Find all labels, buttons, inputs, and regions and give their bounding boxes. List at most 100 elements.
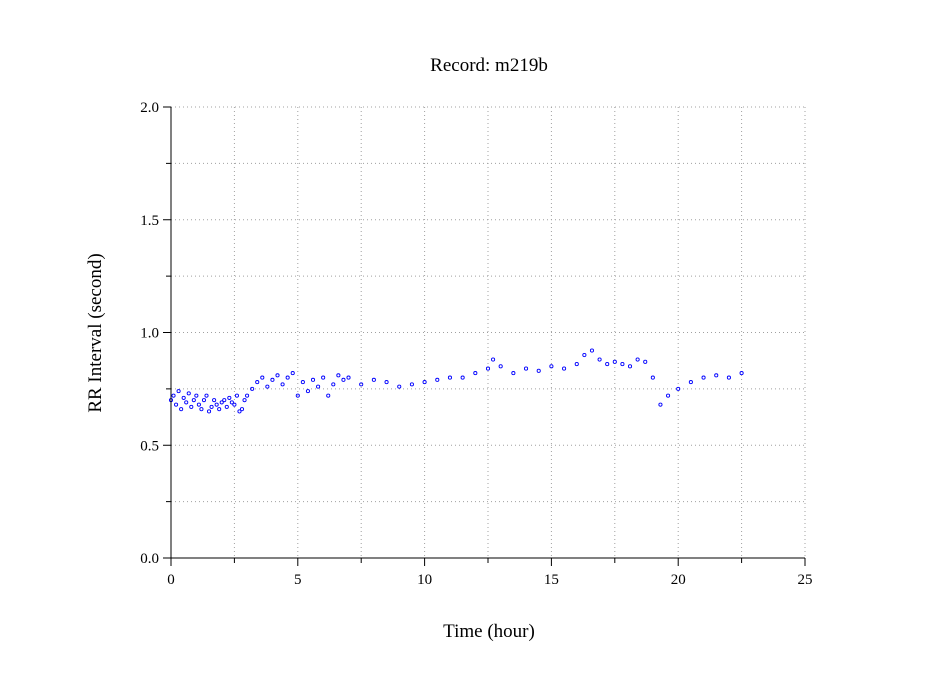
- data-point: [206, 409, 212, 414]
- data-point: [229, 400, 234, 405]
- data-point: [174, 402, 179, 407]
- data-point: [523, 366, 529, 371]
- data-point: [341, 377, 346, 382]
- x-tick-labels: 0 5 10 15 20 25: [167, 572, 812, 588]
- data-point: [485, 366, 491, 371]
- data-point: [435, 377, 440, 382]
- data-point: [232, 402, 237, 407]
- data-point: [397, 384, 402, 389]
- data-point: [627, 364, 633, 369]
- data-point: [589, 348, 595, 353]
- data-point: [676, 386, 681, 391]
- data-point: [726, 375, 731, 380]
- data-point: [635, 357, 640, 362]
- data-point: [189, 404, 194, 409]
- data-point: [199, 407, 204, 412]
- data-point: [321, 375, 326, 380]
- data-point: [255, 380, 260, 385]
- y-tick-label: 0.5: [140, 438, 159, 454]
- data-point: [176, 389, 181, 394]
- data-point: [666, 393, 671, 398]
- y-tick-label: 0.0: [140, 551, 159, 567]
- data-point: [295, 393, 300, 398]
- data-point: [620, 362, 625, 367]
- data-point: [346, 375, 351, 380]
- data-point: [285, 375, 290, 380]
- data-point: [191, 398, 196, 403]
- data-point: [536, 368, 541, 373]
- y-axis-label: RR Interval (second): [85, 253, 106, 412]
- data-point: [371, 377, 376, 382]
- data-point: [491, 357, 496, 362]
- data-point: [227, 395, 232, 400]
- data-point: [217, 407, 222, 412]
- data-point: [460, 375, 465, 380]
- data-point: [597, 357, 602, 362]
- data-point: [250, 386, 255, 391]
- data-point: [219, 400, 224, 405]
- data-point: [209, 404, 214, 409]
- data-point: [196, 402, 201, 407]
- data-point: [171, 393, 176, 398]
- data-point: [242, 398, 247, 403]
- data-point: [260, 375, 265, 380]
- data-point: [650, 375, 655, 380]
- data-point: [549, 364, 554, 369]
- data-point: [224, 404, 229, 409]
- data-point: [605, 362, 610, 367]
- data-point: [331, 382, 336, 387]
- data-point: [582, 352, 587, 358]
- data-point: [612, 359, 617, 364]
- data-point: [643, 359, 648, 364]
- gridlines: [171, 106, 806, 558]
- data-point: [336, 373, 341, 378]
- data-point: [409, 382, 414, 387]
- data-point: [739, 371, 744, 376]
- data-point: [179, 407, 184, 412]
- data-point: [574, 362, 579, 367]
- data-point: [184, 400, 189, 405]
- data-point: [384, 380, 389, 385]
- data-point: [234, 393, 239, 398]
- data-point: [212, 398, 217, 403]
- data-point: [422, 380, 427, 385]
- data-point: [447, 375, 453, 380]
- data-point: [270, 377, 275, 382]
- data-point: [300, 380, 305, 385]
- data-point: [181, 395, 186, 400]
- data-point: [498, 364, 503, 369]
- x-tick-label: 25: [798, 572, 813, 588]
- data-point: [562, 366, 567, 371]
- data-point: [473, 371, 478, 376]
- data-point: [326, 393, 331, 398]
- data-point: [201, 398, 207, 403]
- data-point: [316, 384, 321, 389]
- y-tick-labels: 0.0 0.5 1.0 1.5 2.0: [140, 100, 159, 567]
- y-tick-label: 2.0: [140, 100, 159, 116]
- y-tick-label: 1.5: [140, 213, 159, 229]
- x-tick-label: 20: [671, 572, 686, 588]
- data-point: [714, 373, 719, 378]
- data-point: [204, 393, 209, 398]
- y-tick-label: 1.0: [140, 326, 159, 342]
- data-point: [701, 375, 706, 380]
- data-point: [265, 384, 270, 389]
- data-point: [214, 402, 219, 407]
- x-axis-label: Time (hour): [443, 621, 535, 642]
- x-tick-label: 0: [167, 572, 175, 588]
- data-point: [280, 382, 285, 387]
- data-point: [194, 393, 199, 398]
- data-point: [688, 380, 693, 385]
- x-tick-label: 15: [544, 572, 559, 588]
- data-point: [186, 391, 191, 396]
- data-point: [239, 407, 245, 412]
- x-tick-label: 10: [417, 572, 432, 588]
- data-point: [290, 371, 295, 376]
- data-point: [275, 373, 280, 378]
- data-point: [305, 389, 310, 394]
- data-point: [237, 409, 242, 414]
- data-point: [310, 377, 316, 382]
- chart-title: Record: m219b: [430, 55, 548, 76]
- x-tick-label: 5: [294, 572, 302, 588]
